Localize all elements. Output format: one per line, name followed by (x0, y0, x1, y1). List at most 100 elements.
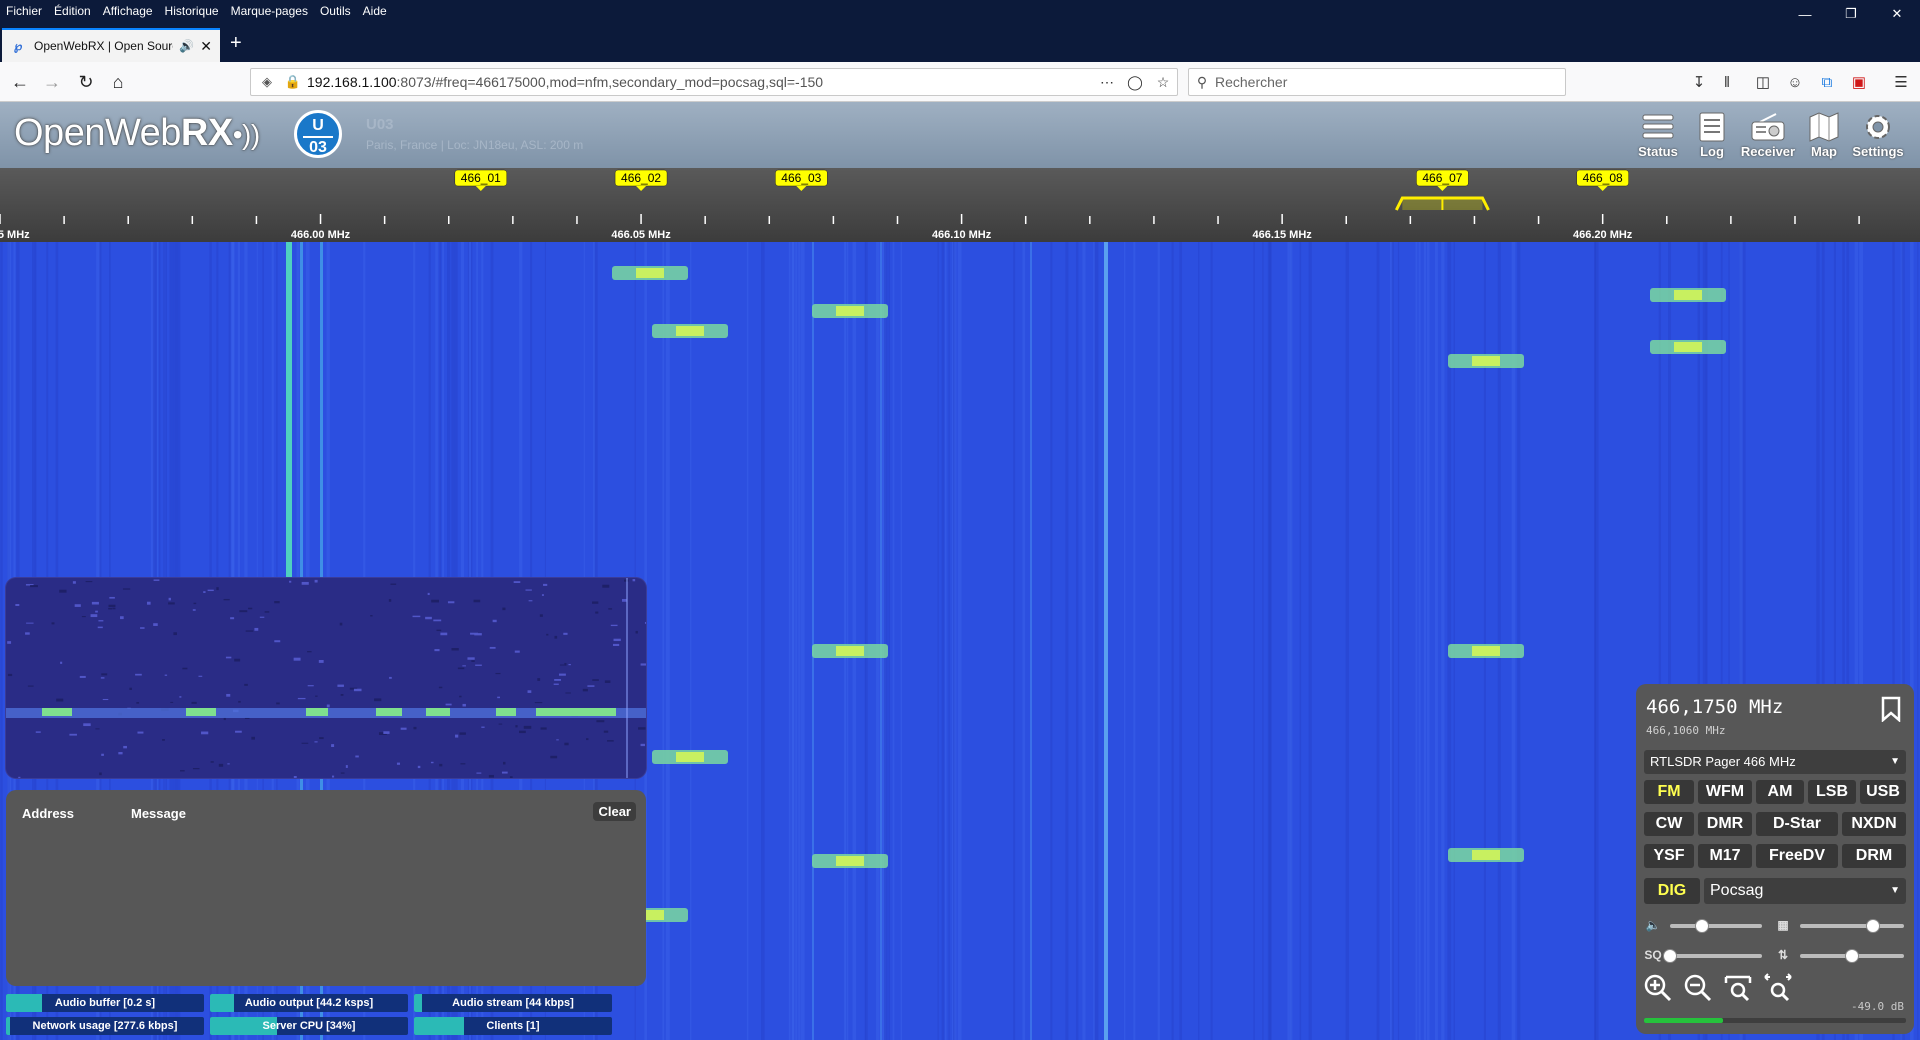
hamburger-menu-icon[interactable]: ☰ (1894, 74, 1908, 91)
fft-noise (72, 581, 76, 584)
frequency-scale[interactable]: 465.95 MHz 466.00 MHz 466.05 MHz 466.10 MHz… (0, 168, 1920, 242)
page-actions-icon[interactable]: ⋯ (1100, 73, 1114, 90)
zoom-out-icon[interactable] (1682, 972, 1714, 1004)
settings-button[interactable]: Settings (1850, 110, 1906, 159)
status-button[interactable]: Status (1630, 110, 1686, 159)
extension-icon[interactable]: ▣ (1851, 74, 1867, 91)
speaker-icon[interactable]: 🔊 (179, 39, 195, 53)
fft-noise (563, 632, 568, 635)
minimize-icon[interactable]: — (1798, 6, 1812, 22)
slider-knob[interactable] (1845, 949, 1859, 963)
waterfall-noise-line (1093, 242, 1095, 1040)
menu-edition[interactable]: Édition (54, 4, 91, 18)
mode-button-dstar[interactable]: D-Star (1756, 812, 1838, 836)
bookmark-star-icon[interactable]: ☆ (1156, 73, 1170, 90)
fft-noise (79, 675, 86, 678)
receiver-avatar[interactable]: U 03 (294, 110, 342, 158)
zoom-out-full-icon[interactable] (1762, 972, 1794, 1004)
fft-noise (274, 640, 281, 643)
openwebrx-logo[interactable]: OpenWebRX•)) (14, 112, 260, 155)
waterfall-max-slider[interactable] (1800, 919, 1904, 933)
mode-button-dig[interactable]: DIG (1644, 878, 1700, 904)
tab-openwebrx[interactable]: ℘ OpenWebRX | Open Source 🔊 ✕ (2, 28, 220, 62)
zoom-to-signal-icon[interactable] (1722, 972, 1754, 1004)
account-icon[interactable]: ☺ (1787, 73, 1803, 91)
fft-noise (447, 601, 455, 604)
forward-icon[interactable]: → (43, 71, 61, 92)
fft-noise (230, 617, 235, 620)
fft-noise (337, 684, 344, 687)
log-button[interactable]: Log (1684, 110, 1740, 159)
fft-noise (497, 696, 500, 699)
fft-noise (180, 770, 185, 772)
bookmark-label: 466_07 (1422, 171, 1462, 185)
new-tab-icon[interactable]: + (230, 32, 242, 54)
home-icon[interactable]: ⌂ (112, 71, 124, 92)
mode-button-nxdn[interactable]: NXDN (1842, 812, 1906, 836)
receiver-button[interactable]: Receiver (1740, 110, 1796, 159)
mode-button-usb[interactable]: USB (1860, 780, 1906, 804)
restore-icon[interactable]: ❐ (1845, 6, 1857, 21)
mode-button-ysf[interactable]: YSF (1644, 844, 1694, 868)
clear-button[interactable]: Clear (593, 802, 636, 821)
fft-noise (60, 661, 63, 664)
digital-mode-select[interactable]: Pocsag ▼ (1704, 878, 1906, 904)
waterfall-max-icon[interactable]: ▦ (1777, 918, 1789, 932)
insecure-lock-icon[interactable]: 🔒 (284, 74, 302, 89)
fft-noise (201, 731, 209, 735)
waterfall-signal-core (836, 306, 864, 316)
volume-slider[interactable] (1670, 919, 1762, 933)
menu-affichage[interactable]: Affichage (102, 4, 153, 18)
mode-button-cw[interactable]: CW (1644, 812, 1694, 836)
sync-icon[interactable]: ⧉ (1821, 73, 1833, 91)
fft-noise (541, 594, 544, 596)
waterfall-min-slider[interactable] (1800, 949, 1904, 963)
menu-outils[interactable]: Outils (319, 4, 351, 18)
mode-button-lsb[interactable]: LSB (1808, 780, 1856, 804)
squelch-icon[interactable]: SQ (1644, 948, 1662, 962)
shield-icon[interactable]: ◈ (262, 74, 272, 89)
slider-knob[interactable] (1865, 919, 1880, 933)
menu-aide[interactable]: Aide (362, 4, 387, 18)
sidebar-icon[interactable]: ◫ (1755, 74, 1771, 91)
fft-noise (35, 731, 41, 733)
menu-marque-pages[interactable]: Marque-pages (230, 4, 308, 18)
close-window-icon[interactable]: ✕ (1891, 6, 1903, 21)
waterfall-noise-line (1658, 242, 1662, 1040)
menu-historique[interactable]: Historique (164, 4, 219, 18)
waterfall-noise-line (1846, 242, 1850, 1040)
slider-knob[interactable] (1695, 919, 1710, 933)
library-icon[interactable]: ‖ (1723, 73, 1731, 91)
fft-noise (27, 685, 34, 687)
slider-knob[interactable] (1663, 949, 1677, 963)
close-tab-icon[interactable]: ✕ (200, 37, 212, 54)
bookmark-icon[interactable] (1880, 696, 1902, 727)
fft-noise (445, 703, 452, 706)
reload-icon[interactable]: ↻ (78, 71, 94, 92)
waterfall-noise-line (1517, 242, 1521, 1040)
fft-noise (234, 658, 241, 662)
mode-button-dmr[interactable]: DMR (1698, 812, 1752, 836)
search-field[interactable]: ⚲ Rechercher (1188, 68, 1566, 96)
waterfall-min-icon[interactable]: ⇅ (1777, 948, 1789, 962)
mode-button-fm[interactable]: FM (1644, 780, 1694, 804)
address-bar[interactable]: ◈ 🔒 192.168.1.100:8073/#freq=466175000,m… (250, 68, 1178, 96)
mode-button-am[interactable]: AM (1756, 780, 1804, 804)
center-frequency-display: 466,1060 MHz (1646, 724, 1726, 737)
mode-button-drm[interactable]: DRM (1842, 844, 1906, 868)
frequency-display[interactable]: 466,1750 MHz (1646, 696, 1784, 718)
squelch-slider[interactable] (1663, 949, 1762, 963)
download-icon[interactable]: ↧ (1692, 74, 1706, 91)
volume-icon[interactable]: 🔈 (1645, 918, 1661, 932)
mode-button-m17[interactable]: M17 (1698, 844, 1752, 868)
mode-button-wfm[interactable]: WFM (1698, 780, 1752, 804)
url-text[interactable]: 192.168.1.100:8073/#freq=466175000,mod=n… (307, 74, 1093, 90)
fft-noise (603, 730, 609, 733)
map-button[interactable]: Map (1796, 110, 1852, 159)
profile-select[interactable]: RTLSDR Pager 466 MHz ▼ (1644, 750, 1906, 774)
zoom-in-icon[interactable] (1642, 972, 1674, 1004)
back-icon[interactable]: ← (11, 71, 29, 92)
pocket-icon[interactable]: ◯ (1127, 73, 1143, 90)
menu-fichier[interactable]: Fichier (6, 4, 43, 18)
mode-button-freedv[interactable]: FreeDV (1756, 844, 1838, 868)
